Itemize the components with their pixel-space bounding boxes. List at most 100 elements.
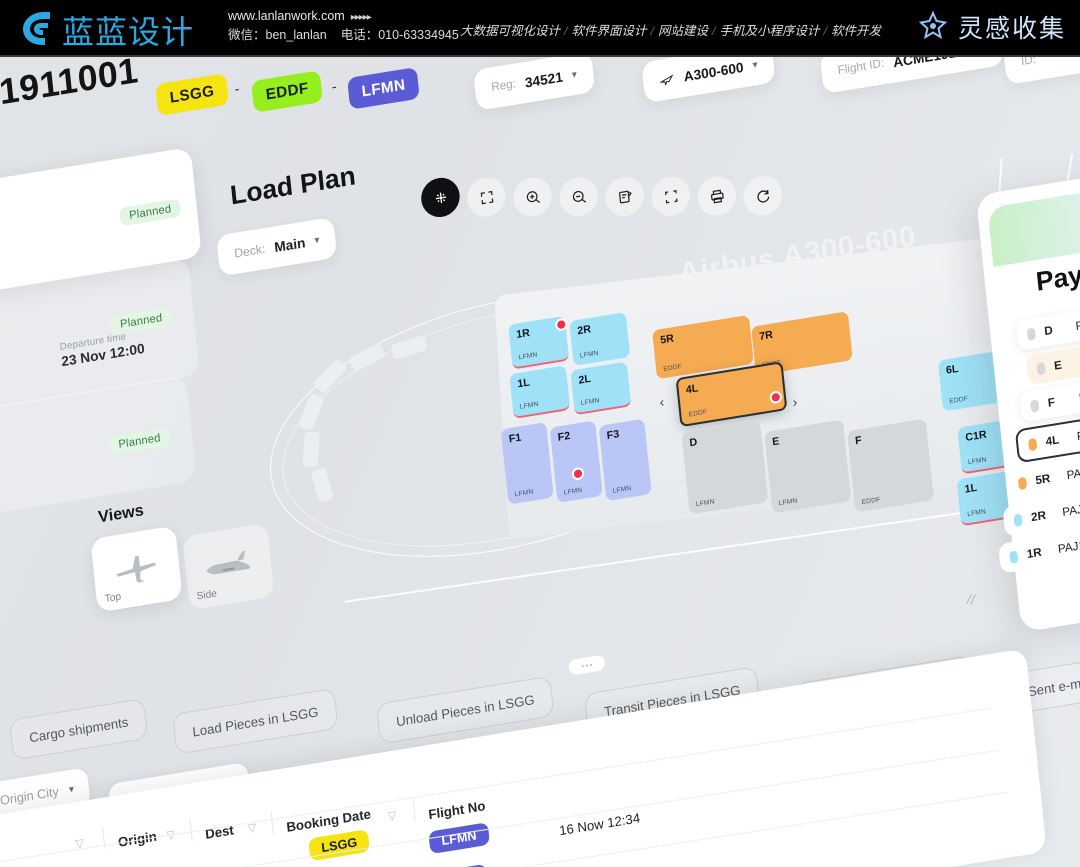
route-separator: -: [330, 77, 338, 97]
id-label: ID:: [1020, 57, 1037, 69]
position-id: D: [688, 435, 698, 450]
route-chip-label: LFMN: [360, 76, 407, 101]
position-2L[interactable]: 2L LFMN: [570, 361, 632, 416]
position-id: F3: [606, 427, 620, 443]
position-F3[interactable]: F3 LFMN: [598, 418, 652, 502]
payload-awb: PAJ11153Sl6: [1076, 419, 1080, 443]
tab-label: Sent e-mails: [1027, 671, 1080, 699]
tab-load-pieces[interactable]: Load Pieces in LSGG: [172, 687, 339, 755]
route-chip-lsgg[interactable]: LSGG: [155, 73, 230, 117]
payload-position: F: [1047, 396, 1056, 410]
wechat-value: ben_lanlan: [265, 28, 327, 43]
banner-service-item: 大数据可视化设计: [460, 24, 561, 38]
view-side-label: Side: [196, 588, 218, 603]
aircraft-type-field[interactable]: A300-600 ▾: [641, 57, 776, 104]
plane-side-icon: [206, 550, 251, 575]
banner-service-item: 软件界面设计: [571, 24, 647, 38]
banner-divider: [0, 55, 1080, 57]
promo-banner: 蓝蓝设计 www.lanlanwork.com ▸▸▸▸▸ 微信：ben_lanl…: [0, 0, 1080, 57]
panel-resize-handle[interactable]: [567, 654, 606, 676]
move-icon-button[interactable]: [419, 175, 462, 220]
route-chip-lfmn[interactable]: LFMN: [347, 66, 421, 110]
banner-arrows: ▸▸▸▸▸: [350, 12, 372, 23]
print-icon-button[interactable]: [695, 173, 738, 219]
note-icon-button[interactable]: [603, 174, 646, 219]
payload-position: 5R: [1034, 472, 1051, 487]
position-id: 2L: [577, 372, 592, 387]
view-top-label: Top: [104, 591, 122, 606]
payload-position: 2R: [1030, 509, 1047, 524]
tab-label: Load Pieces in LSGG: [191, 703, 320, 740]
swatch: [1026, 326, 1036, 341]
flight-id-field[interactable]: Flight ID: ACME1911001: [819, 57, 1004, 95]
payload-position: E: [1053, 358, 1063, 373]
id-field[interactable]: ID:: [1002, 57, 1080, 85]
payload-position: D: [1043, 324, 1054, 338]
payload-awb: PAJ11124Sl6: [1066, 458, 1080, 482]
position-id: F1: [508, 431, 522, 446]
position-dest: LFMN: [519, 400, 539, 411]
view-side-button[interactable]: Side: [182, 523, 275, 610]
payload-position: 1R: [1026, 546, 1043, 561]
payload-awb: PAJ11102Sl6: [1057, 532, 1080, 556]
chevron-down-icon: ▾: [313, 234, 321, 247]
position-F[interactable]: F EDDF: [846, 418, 935, 513]
position-dest: LFMN: [579, 349, 600, 360]
tab-label: Unload Pieces in LSGG: [395, 691, 536, 729]
position-F2[interactable]: F2 LFMN: [549, 420, 603, 503]
banner-service-item: 手机及小程序设计: [719, 24, 820, 38]
position-1L[interactable]: 1L LFMN: [509, 365, 571, 420]
position-id: 4L: [685, 382, 699, 397]
position-id: 2R: [576, 322, 592, 338]
zoom-in-icon-button[interactable]: [511, 174, 554, 220]
tab-cargo-shipments[interactable]: Cargo shipments: [8, 698, 149, 761]
expand-icon-button[interactable]: [465, 174, 508, 220]
position-2R[interactable]: 2R LFMN: [569, 312, 631, 366]
route-chip-eddf[interactable]: EDDF: [251, 70, 324, 113]
plane-icon: [659, 73, 674, 86]
position-6L[interactable]: 6L EDDF: [937, 351, 1002, 412]
fit-screen-icon-button[interactable]: [649, 173, 692, 219]
route-chip-label: EDDF: [264, 79, 310, 104]
reg-value: 34521: [524, 68, 564, 91]
zoom-in-icon: [526, 190, 540, 203]
swatch: [1009, 549, 1019, 564]
banner-service-item: 软件开发: [831, 24, 882, 38]
chevron-down-icon: ▾: [68, 783, 75, 796]
payload-position: 4L: [1045, 433, 1060, 449]
position-F1[interactable]: F1 LFMN: [500, 422, 554, 505]
position-D[interactable]: D LFMN: [681, 420, 769, 515]
zoom-out-icon-button[interactable]: [557, 174, 600, 220]
scroll-hint-icon: //: [965, 590, 977, 608]
position-id: 1L: [516, 376, 531, 391]
position-id: E: [771, 435, 781, 449]
deck-selector[interactable]: Deck: Main ▾: [216, 216, 338, 277]
refresh-icon-button[interactable]: [741, 173, 785, 219]
chevron-down-icon: ▾: [571, 68, 578, 81]
cargo-app-window: ✈Cargo Flights▾ Cargo▾ Contractors▾ Acco…: [0, 57, 1080, 867]
views-title: Views: [97, 501, 145, 527]
flight-id-value: ACME1911001: [892, 57, 986, 70]
deck-label: Deck:: [233, 241, 267, 261]
lanlan-logo-icon: [23, 12, 50, 45]
banner-brand2: 灵感收集: [916, 9, 1066, 45]
position-dest: LFMN: [514, 488, 534, 499]
view-top-button[interactable]: Top: [90, 525, 183, 613]
position-id: 1L: [964, 481, 978, 496]
zoom-out-icon: [572, 190, 586, 203]
swatch: [1013, 513, 1023, 527]
flight-id-label: Flight ID:: [837, 57, 885, 78]
position-dest: LFMN: [580, 396, 600, 408]
position-E[interactable]: E LFMN: [764, 419, 852, 514]
reg-field[interactable]: Reg: 34521 ▾: [473, 57, 596, 111]
phone-label: 电话：: [340, 28, 379, 43]
swatch: [1017, 476, 1028, 490]
plane-top-icon: [116, 555, 157, 583]
deck-value: Main: [273, 234, 307, 255]
payload-panel-accent: [987, 157, 1080, 267]
fit-screen-icon: [664, 189, 678, 204]
filter-icon[interactable]: ▽: [387, 809, 397, 823]
reg-label: Reg:: [490, 77, 517, 95]
swatch: [1036, 361, 1046, 376]
position-id: F: [854, 434, 863, 448]
